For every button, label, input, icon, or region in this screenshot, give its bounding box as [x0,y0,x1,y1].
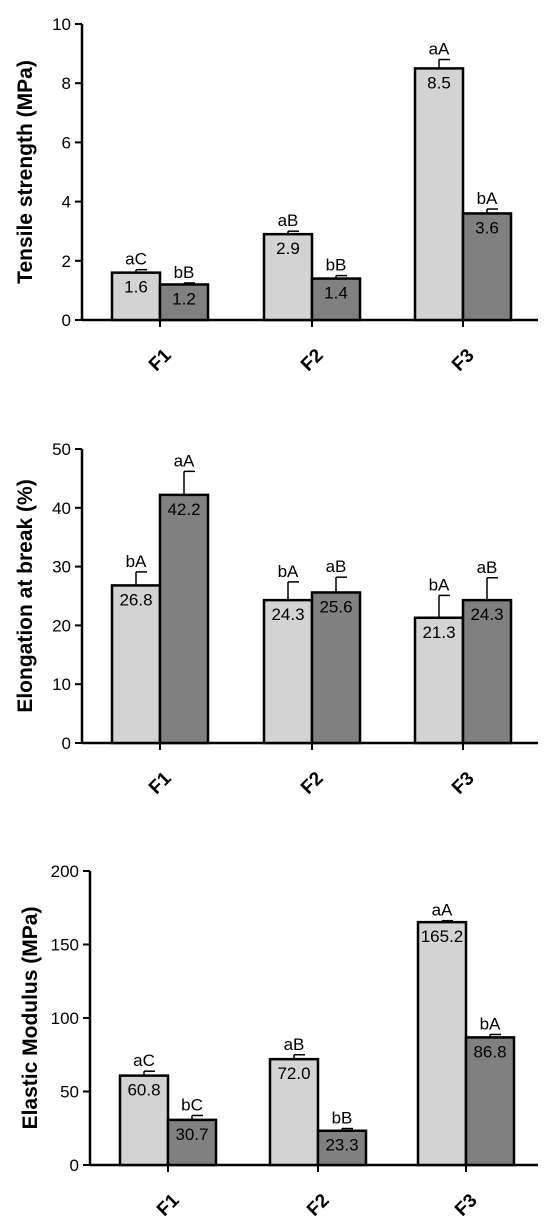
bar-value-label: 2.9 [276,239,300,258]
y-tick-label: 50 [52,440,71,459]
category-label: F2 [303,1190,334,1221]
bar-value-label: 60.8 [127,1081,160,1100]
significance-letters: aB [326,557,347,576]
significance-letters: bA [480,1014,501,1033]
significance-letters: aB [284,1035,305,1054]
y-tick-label: 10 [52,675,71,694]
significance-letters: bA [278,562,299,581]
bar-value-label: 21.3 [422,623,455,642]
bar [158,283,210,322]
bar [461,598,513,745]
bar-value-label: 30.7 [175,1125,208,1144]
category-label: F3 [448,345,479,376]
significance-letters: bA [477,189,498,208]
y-tick-label: 30 [52,558,71,577]
significance-letters: bB [326,256,347,275]
y-tick-label: 0 [70,1156,79,1175]
bar [268,1057,320,1167]
significance-letters: aA [174,451,195,470]
bar-value-label: 23.3 [325,1136,358,1155]
bar [158,493,210,745]
significance-letters: bC [181,1095,203,1114]
category-label: F2 [297,768,328,799]
y-axis-title: Elastic Modulus (MPa) [19,907,42,1130]
bar [316,1129,368,1167]
y-tick-label: 100 [51,1009,79,1028]
significance-letters: aC [133,1051,155,1070]
bar-value-label: 42.2 [167,500,200,519]
bar [413,616,465,745]
bar-value-label: 1.6 [124,278,148,297]
bar-value-label: 25.6 [319,597,352,616]
bar [118,1074,170,1167]
y-tick-label: 200 [51,862,79,881]
category-label: F3 [451,1190,482,1221]
significance-letters: bB [332,1109,353,1128]
bar-value-label: 26.8 [119,590,152,609]
y-tick-label: 2 [62,252,71,271]
bar-value-label: 165.2 [421,927,464,946]
bar [461,212,513,322]
bar [262,598,314,745]
significance-letters: bB [174,263,195,282]
elongation-at-break-panel: 0 10 20 30 40 50 Elongation at break (%) F1 F2 F3… [14,440,538,799]
bar [310,591,362,745]
category-label: F1 [145,345,176,376]
significance-letters: aC [125,250,147,269]
category-label: F1 [153,1190,184,1221]
y-tick-label: 150 [51,936,79,955]
significance-letters: bA [429,575,450,594]
significance-letters: aA [432,901,453,920]
category-label: F2 [297,345,328,376]
bar [413,67,465,322]
y-tick-label: 4 [62,193,71,212]
y-tick-label: 0 [62,734,71,753]
bar-value-label: 1.4 [324,284,348,303]
bar [166,1118,218,1167]
category-label: F3 [448,768,479,799]
y-tick-label: 8 [62,74,71,93]
bar-value-label: 72.0 [277,1064,310,1083]
category-label: F1 [145,768,176,799]
y-tick-label: 6 [62,133,71,152]
y-axis-title: Elongation at break (%) [14,479,37,712]
elastic-modulus-panel: 0 50 100 150 200 Elastic Modulus (MPa) F1 F2 F3 6… [19,862,538,1221]
y-tick-label: 20 [52,616,71,635]
significance-letters: aB [278,211,299,230]
bar-value-label: 86.8 [473,1042,506,1061]
significance-letters: aB [477,558,498,577]
bar [262,232,314,322]
y-tick-label: 40 [52,499,71,518]
y-tick-label: 10 [52,15,71,34]
tensile-strength-panel: 0 2 4 6 8 10 Tensile strength (MPa) F1 F2 F3 1.6 aC… [14,15,538,376]
bar-value-label: 3.6 [475,218,499,237]
bar-value-label: 24.3 [271,605,304,624]
significance-letters: aA [429,40,450,59]
bar [310,277,362,322]
bar [464,1036,516,1167]
bar-value-label: 1.2 [172,289,196,308]
significance-letters: bA [126,552,147,571]
bar-value-label: 24.3 [470,605,503,624]
y-tick-label: 50 [60,1083,79,1102]
y-tick-label: 0 [62,311,71,330]
bar-value-label: 8.5 [427,73,451,92]
y-axis-title: Tensile strength (MPa) [14,60,37,284]
bar [416,920,468,1167]
